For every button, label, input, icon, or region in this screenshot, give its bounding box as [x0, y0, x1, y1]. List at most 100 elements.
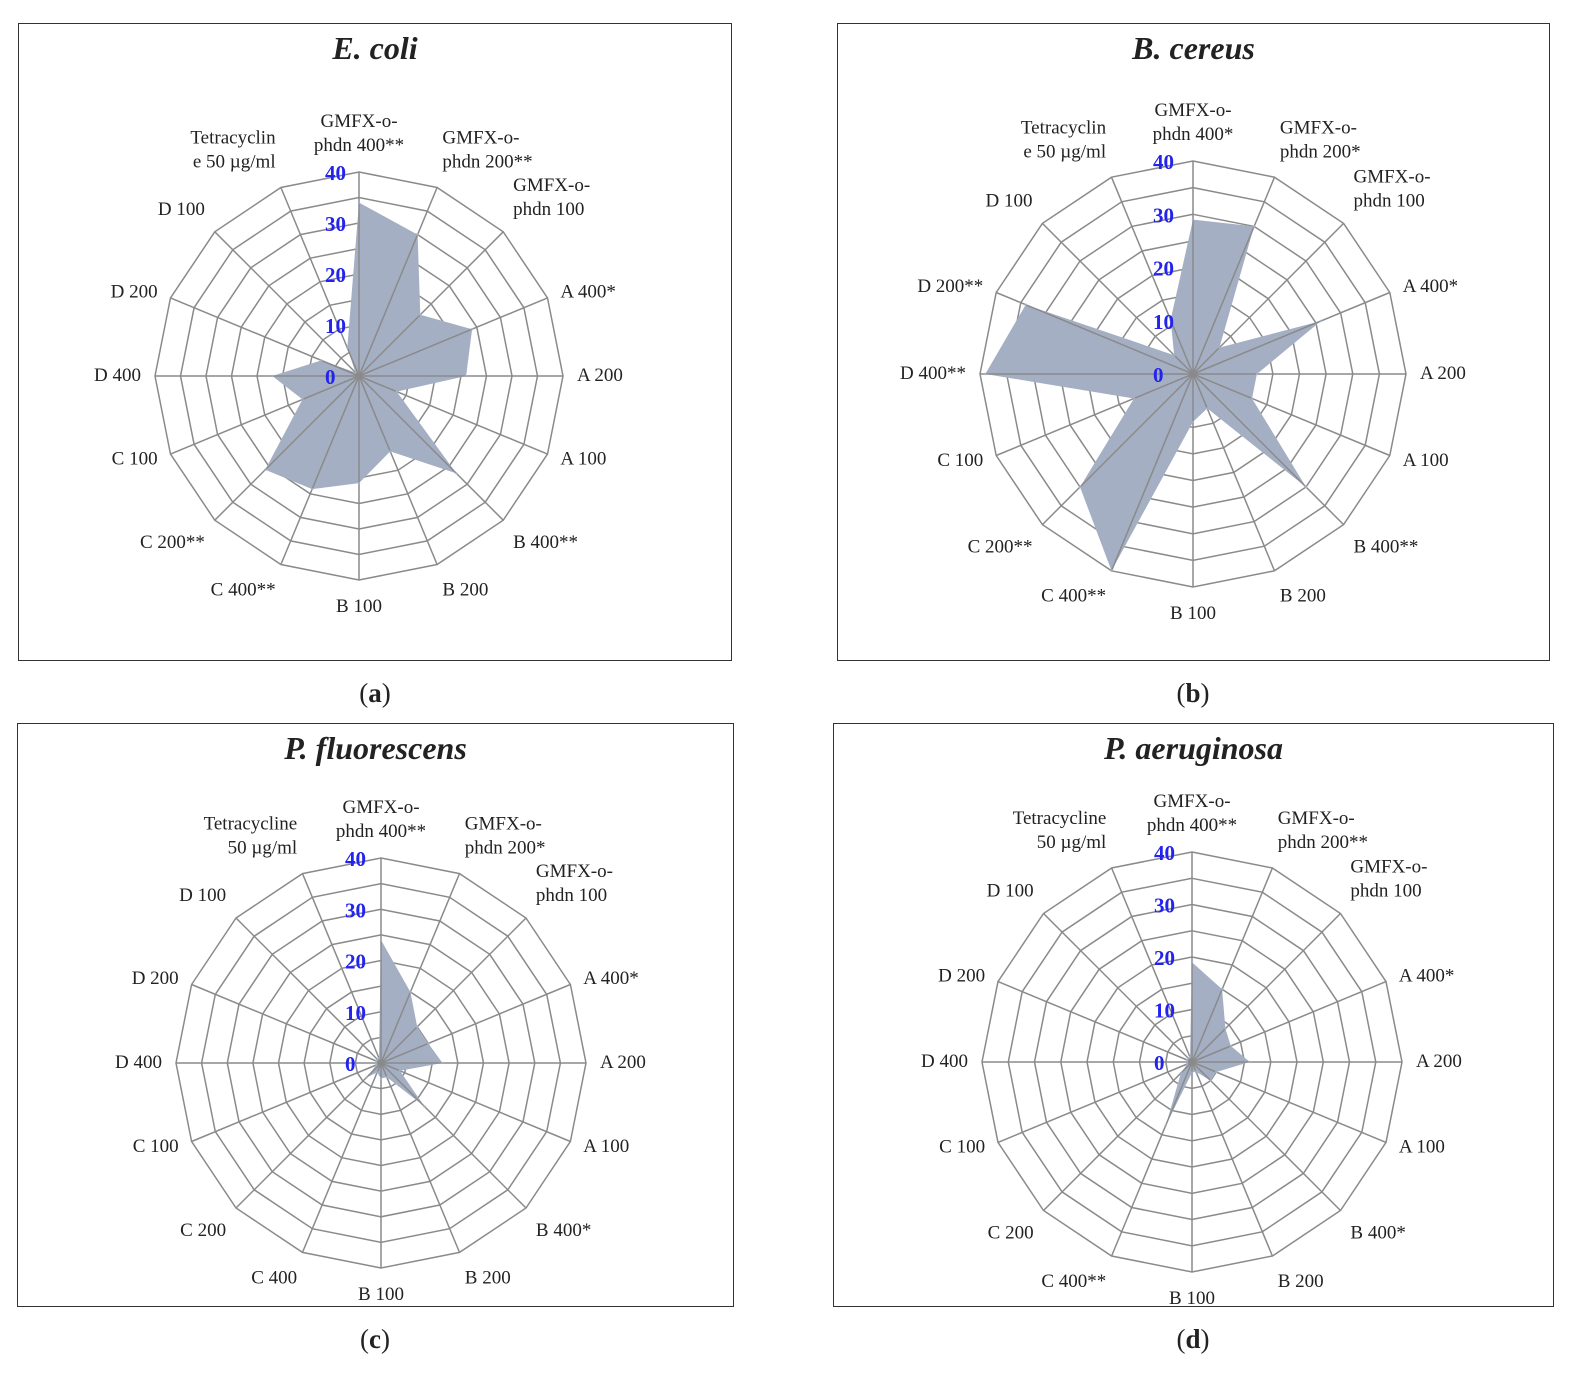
category-label-line: C 200 [180, 1220, 226, 1241]
category-label-line: C 100 [939, 1137, 985, 1158]
category-label-line: phdn 200* [1280, 141, 1361, 162]
category-label-line: C 400** [1041, 586, 1106, 607]
category-label-line: e 50 µg/ml [1023, 141, 1106, 162]
tick-label: 20 [1154, 946, 1175, 970]
spoke [1191, 867, 1274, 1063]
category-label-line: D 100 [158, 199, 205, 220]
category-label-b-100: B 100 [1170, 603, 1216, 624]
category-label-gmfx-o-phdn-100: GMFX-o-phdn 100 [1350, 857, 1427, 902]
data-point-d-100 [1173, 354, 1176, 357]
tick-label: 30 [345, 898, 366, 922]
data-point-b-400 [1209, 1079, 1212, 1082]
category-label-d-200: D 200 [132, 968, 179, 989]
spoke [1041, 373, 1194, 526]
data-point-b-100 [379, 1077, 383, 1080]
category-label-line: GMFX-o- [320, 111, 397, 132]
category-label-line: D 200 [938, 965, 985, 986]
data-point-d-100 [354, 371, 357, 374]
category-label-line: phdn 200** [1278, 832, 1368, 853]
panel-label-d: (d) [1176, 1324, 1210, 1354]
tick-label: 40 [345, 847, 366, 871]
spoke [380, 1062, 461, 1253]
category-label-b-100: B 100 [336, 596, 382, 617]
data-point-b-400 [455, 472, 458, 475]
category-label-line: B 400* [1350, 1222, 1405, 1243]
data-point-b-200 [385, 1076, 389, 1079]
data-points [984, 218, 1323, 572]
category-label-d-100: D 100 [986, 191, 1033, 212]
spoke [1110, 176, 1194, 375]
category-label-line: D 400 [94, 365, 141, 386]
tick-label: 20 [1153, 257, 1174, 281]
tick-label: 20 [345, 950, 366, 974]
data-point-gmfx-o-phdn-400 [379, 938, 383, 942]
category-label-gmfx-o-phdn-400: GMFX-o-phdn 400** [1147, 791, 1237, 836]
category-label-gmfx-o-phdn-200: GMFX-o-phdn 200* [1280, 117, 1361, 162]
spoke [170, 297, 360, 377]
category-label-d-100: D 100 [987, 881, 1034, 902]
tick-label: 10 [345, 1001, 366, 1025]
category-label-line: A 200 [1416, 1051, 1462, 1072]
data-point-d-400 [374, 1061, 378, 1065]
spoke [995, 373, 1194, 457]
tick-label: 0 [1154, 1051, 1165, 1075]
category-label-line: A 400* [583, 968, 638, 989]
tick-label: 40 [325, 161, 346, 185]
data-point-c-200 [365, 1076, 368, 1079]
category-label-line: C 200** [968, 537, 1033, 558]
spoke [358, 375, 548, 455]
data-points [264, 201, 474, 491]
category-label-a-400: A 400* [560, 282, 615, 303]
category-label-d-200: D 200 [111, 282, 158, 303]
data-point-d-400 [1185, 1060, 1188, 1064]
data-area [985, 219, 1321, 571]
data-point-tetracycline-50-g-ml [346, 346, 349, 349]
tick-label: 0 [345, 1052, 356, 1076]
spoke [997, 1061, 1193, 1144]
category-label-line: D 400 [921, 1051, 968, 1072]
category-label-gmfx-o-phdn-200: GMFX-o-phdn 200** [1278, 808, 1368, 853]
data-point-d-200 [1185, 1058, 1189, 1062]
spokes [155, 172, 563, 580]
category-label-d-400: D 400 [94, 365, 141, 386]
category-label-line: C 100 [937, 450, 983, 471]
category-label-b-200: B 200 [1280, 586, 1326, 607]
data-point-a-400 [1319, 319, 1323, 323]
data-area [265, 202, 473, 490]
category-label-d-100: D 100 [179, 885, 226, 906]
category-label-line: phdn 400** [336, 821, 426, 842]
tick-label: 40 [1154, 841, 1175, 865]
data-point-a-200 [441, 1061, 444, 1065]
category-label-line: phdn 200* [465, 838, 546, 859]
category-label-line: C 100 [133, 1136, 179, 1157]
tick-label: 20 [325, 263, 346, 287]
spoke [380, 1062, 527, 1209]
category-label-line: B 200 [1280, 586, 1326, 607]
category-label-a-400: A 400* [1399, 965, 1454, 986]
data-point-b-100 [1191, 420, 1195, 424]
data-point-b-100 [1190, 1071, 1194, 1074]
data-point-b-100 [357, 481, 361, 485]
data-point-c-400 [1164, 1123, 1168, 1127]
data-point-gmfx-o-phdn-200 [1220, 988, 1224, 991]
panel-label-a: (a) [359, 678, 391, 708]
spoke [1041, 222, 1194, 375]
spokes [982, 852, 1402, 1272]
spoke [235, 1062, 382, 1209]
category-label-b-400: B 400* [536, 1220, 591, 1241]
category-label-line: phdn 100 [536, 885, 607, 906]
category-label-b-400: B 400* [1350, 1222, 1405, 1243]
category-label-line: C 400 [251, 1267, 297, 1288]
chart-title: P. aeruginosa [1103, 730, 1283, 766]
spoke [301, 1062, 382, 1253]
data-point-gmfx-o-phdn-100 [1224, 1027, 1227, 1030]
category-label-c-200: C 200 [988, 1222, 1034, 1243]
category-label-line: D 400** [900, 363, 966, 384]
category-label-c-100: C 100 [133, 1136, 179, 1157]
category-label-line: D 400 [115, 1052, 162, 1073]
panel-label-b: (b) [1176, 678, 1210, 708]
spoke [191, 983, 382, 1064]
category-label-line: C 400** [211, 579, 276, 600]
data-point-c-100 [1185, 1062, 1189, 1066]
